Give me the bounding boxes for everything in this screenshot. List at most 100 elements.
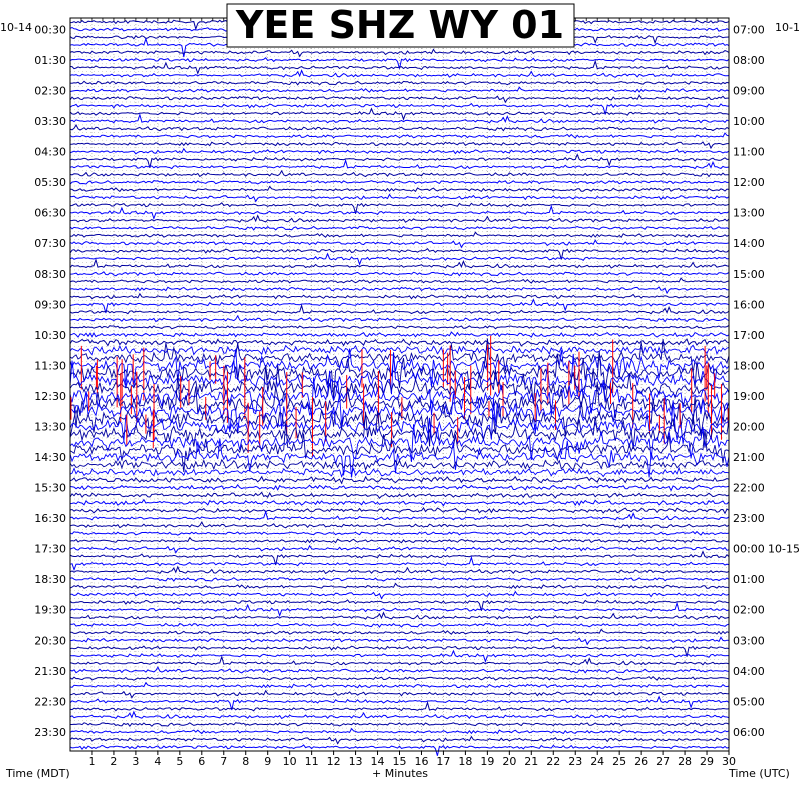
- left-hour-label: 23:30: [34, 726, 66, 739]
- seismic-trace-row: [69, 498, 730, 507]
- seismic-trace-row: [69, 352, 730, 399]
- seismic-trace-row: [69, 80, 730, 86]
- seismic-trace-row: [69, 158, 730, 170]
- seismic-trace-row: [69, 252, 729, 266]
- seismic-trace-row: [69, 506, 730, 515]
- right-hour-label: 07:00: [733, 23, 765, 36]
- seismic-trace-row: [70, 722, 730, 728]
- x-tick-label: 11: [305, 755, 319, 768]
- seismic-trace-row: [69, 536, 730, 544]
- trace-layer: [69, 19, 730, 756]
- x-tick-label: 8: [242, 755, 249, 768]
- seismic-trace-row: [69, 102, 729, 115]
- seismic-trace-row: [69, 132, 730, 139]
- seismic-trace-row: [69, 185, 730, 193]
- x-tick-label: 12: [327, 755, 341, 768]
- seismic-trace-row: [69, 466, 730, 478]
- seismic-trace-row: [69, 398, 730, 444]
- right-hour-label: 06:00: [733, 726, 765, 739]
- left-hour-label: 19:30: [34, 604, 66, 617]
- x-tick-label: 6: [198, 755, 205, 768]
- x-tick-label: 13: [349, 755, 363, 768]
- seismic-trace-row: [69, 727, 730, 735]
- seismic-trace-row: [69, 141, 729, 150]
- seismic-trace-row: [69, 681, 730, 689]
- seismic-trace-row: [69, 676, 730, 681]
- seismic-trace-row: [69, 700, 730, 712]
- seismic-trace-row: [69, 231, 730, 238]
- x-tick-label: 9: [264, 755, 271, 768]
- seismic-trace-row: [69, 180, 730, 185]
- left-hour-label: 11:30: [34, 359, 66, 372]
- seismic-trace-row: [69, 509, 730, 521]
- left-hour-label: 07:30: [34, 237, 66, 250]
- seismic-trace-row: [69, 324, 730, 330]
- seismic-trace-row: [69, 248, 730, 260]
- seismic-trace-row: [69, 314, 730, 323]
- seismic-trace-row: [69, 396, 730, 447]
- right-hour-label: 01:00: [733, 573, 765, 586]
- seismic-trace-row: [69, 411, 730, 450]
- seismic-trace-row: [69, 48, 730, 58]
- seismic-trace-row: [69, 147, 730, 155]
- x-tick-label: 26: [634, 755, 648, 768]
- seismic-trace-row: [69, 202, 730, 214]
- seismic-trace-row: [69, 123, 730, 132]
- right-hour-label: 17:00: [733, 329, 765, 342]
- seismic-trace-row: [69, 622, 730, 628]
- right-date-change-label: 10-15: [768, 543, 800, 556]
- seismic-trace-row: [69, 374, 730, 428]
- seismic-trace-row: [69, 582, 730, 590]
- seismic-trace-row: [69, 112, 730, 124]
- seismic-trace-row: [69, 655, 730, 666]
- right-hour-label: 03:00: [733, 634, 765, 647]
- x-tick-label: 18: [458, 755, 472, 768]
- seismic-trace-row: [69, 69, 730, 78]
- seismic-trace-row: [69, 599, 730, 611]
- seismic-trace-row: [69, 491, 730, 499]
- right-date-label: 10-14: [775, 21, 800, 34]
- seismic-trace-row: [69, 628, 730, 635]
- x-tick-label: 25: [612, 755, 626, 768]
- right-hour-label: 19:00: [733, 390, 765, 403]
- seismic-trace-row: [69, 521, 730, 529]
- seismic-trace-row: [69, 225, 730, 231]
- right-hour-label: 21:00: [733, 451, 765, 464]
- left-hour-label: 09:30: [34, 298, 66, 311]
- x-tick-label: 1: [88, 755, 95, 768]
- right-hour-label: 02:00: [733, 604, 765, 617]
- x-tick-label: 2: [110, 755, 117, 768]
- seismic-trace-row: [69, 391, 730, 434]
- seismic-trace-row: [69, 338, 730, 373]
- right-hour-label: 16:00: [733, 298, 765, 311]
- x-tick-label: 24: [590, 755, 604, 768]
- x-tick-label: 14: [371, 755, 385, 768]
- right-hour-label: 14:00: [733, 237, 765, 250]
- seismic-trace-row: [69, 107, 730, 121]
- right-hour-label: 00:00: [733, 543, 765, 556]
- right-hour-label: 22:00: [733, 482, 765, 495]
- right-hour-label: 18:00: [733, 359, 765, 372]
- x-tick-label: 29: [700, 755, 714, 768]
- seismic-trace-row: [69, 59, 730, 75]
- seismic-trace-row: [69, 644, 730, 657]
- x-tick-label: 17: [436, 755, 450, 768]
- x-tick-label: 5: [176, 755, 183, 768]
- seismic-trace-row: [69, 649, 729, 663]
- seismic-trace-row: [69, 483, 730, 492]
- left-date-label: 10-14: [0, 21, 32, 34]
- left-hour-label: 18:30: [34, 573, 66, 586]
- left-hour-label: 20:30: [34, 634, 66, 647]
- seismic-trace-row: [69, 338, 730, 347]
- left-hour-label: 13:30: [34, 420, 66, 433]
- seismic-trace-row: [69, 577, 730, 582]
- left-axis-label: Time (MDT): [5, 767, 70, 780]
- seismic-trace-row: [69, 57, 730, 69]
- left-hour-label: 03:30: [34, 115, 66, 128]
- seismic-trace-row: [69, 86, 730, 93]
- left-hour-labels: 00:30 01:30 02:30 03:30 04:30 05:30 06:30 07:30…: [34, 23, 66, 738]
- seismic-trace-row: [69, 257, 730, 269]
- left-hour-label: 04:30: [34, 146, 66, 159]
- right-hour-labels: 07:00 08:00 09:00 10:00 11:00 12:00 13:00 14:00…: [733, 23, 800, 738]
